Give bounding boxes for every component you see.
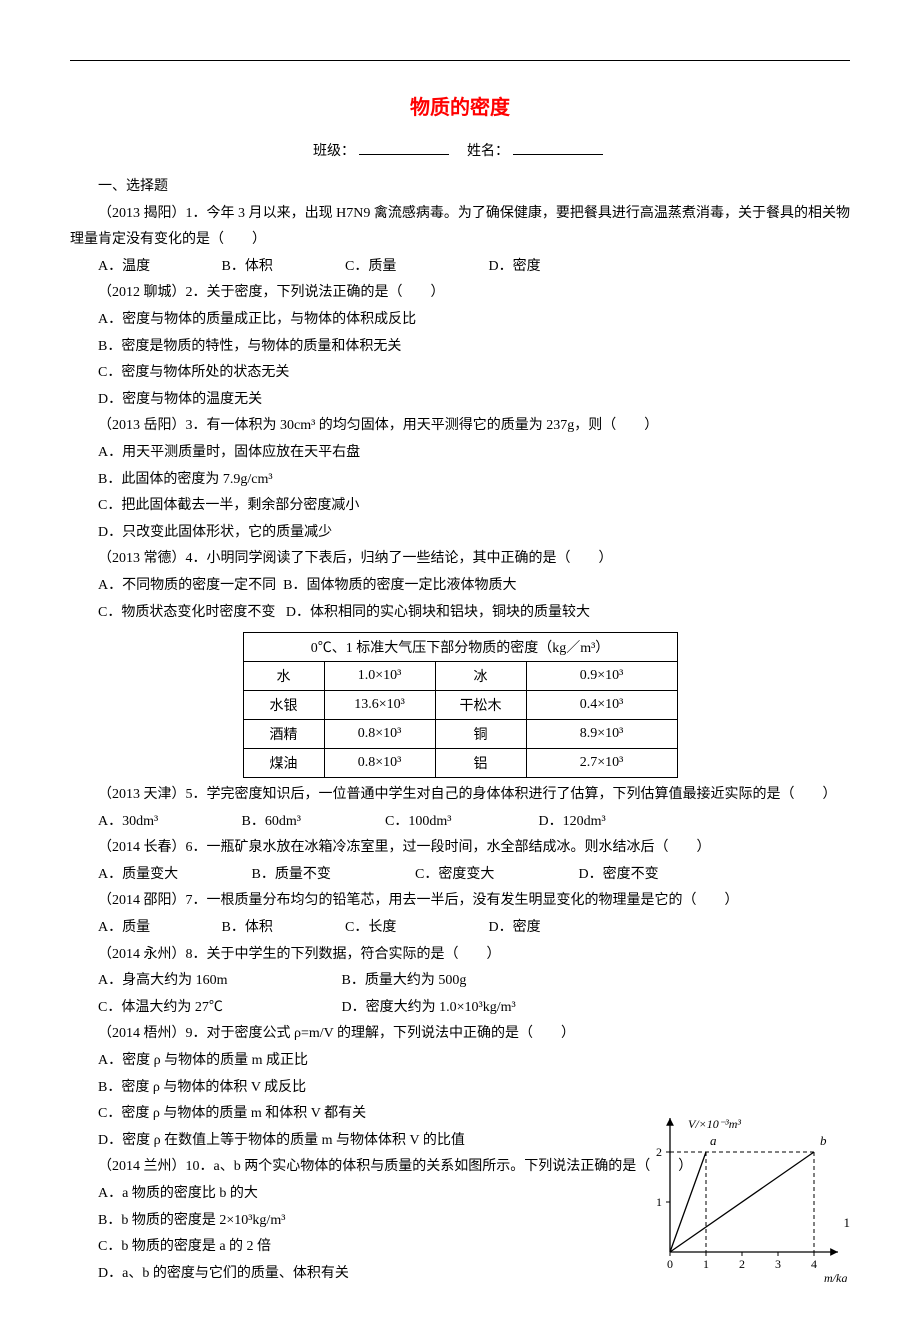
q7-D: D．密度 xyxy=(489,915,541,942)
q8-A: A．身高大约为 160m xyxy=(98,968,338,995)
q8-D: D．密度大约为 1.0×10³kg/m³ xyxy=(342,995,516,1022)
q4-CD: C．物质状态变化时密度不变 D．体积相同的实心铜块和铝块，铜块的质量较大 xyxy=(70,600,850,627)
q2-A: A．密度与物体的质量成正比，与物体的体积成反比 xyxy=(70,307,850,334)
svg-text:b: b xyxy=(820,1133,827,1148)
q7-A: A．质量 xyxy=(98,915,218,942)
top-rule xyxy=(70,60,850,61)
q7-C: C．长度 xyxy=(345,915,485,942)
table-row: 水 1.0×10³ 冰 0.9×10³ xyxy=(243,662,677,691)
q8-AB: A．身高大约为 160m B．质量大约为 500g xyxy=(70,968,850,995)
table-cell: 8.9×10³ xyxy=(526,720,677,749)
table-cell: 0.8×10³ xyxy=(324,749,435,778)
name-row: 班级： 姓名： xyxy=(70,140,850,160)
q1-stem: （2013 揭阳）1．今年 3 月以来，出现 H7N9 禽流感病毒。为了确保健康… xyxy=(70,201,850,254)
q6-B: B．质量不变 xyxy=(252,862,412,889)
q10-chart: 0 1 2 3 4 1 2 a b m/kg V/×10⁻³m³ xyxy=(630,1112,850,1287)
q3-D: D．只改变此固体形状，它的质量减少 xyxy=(70,520,850,547)
svg-text:4: 4 xyxy=(811,1257,817,1271)
svg-text:2: 2 xyxy=(739,1257,745,1271)
density-table: 0℃、1 标准大气压下部分物质的密度（kg／m³） 水 1.0×10³ 冰 0.… xyxy=(243,632,678,778)
q3-A: A．用天平测质量时，固体应放在天平右盘 xyxy=(70,440,850,467)
svg-text:1: 1 xyxy=(656,1195,662,1209)
q5-stem: （2013 天津）5．学完密度知识后，一位普通中学生对自己的身体体积进行了估算，… xyxy=(70,782,850,809)
q4-AB: A．不同物质的密度一定不同 B．固体物质的密度一定比液体物质大 xyxy=(70,573,850,600)
q4-D: D．体积相同的实心铜块和铝块，铜块的质量较大 xyxy=(286,600,590,627)
q3-stem: （2013 岳阳）3．有一体积为 30cm³ 的均匀固体，用天平测得它的质量为 … xyxy=(70,413,850,440)
q9-stem: （2014 梧州）9．对于密度公式 ρ=m/V 的理解，下列说法中正确的是（ ） xyxy=(70,1021,850,1048)
class-blank[interactable] xyxy=(359,154,449,155)
q7-options: A．质量 B．体积 C．长度 D．密度 xyxy=(70,915,850,942)
table-cell: 水 xyxy=(243,662,324,691)
q6-A: A．质量变大 xyxy=(98,862,248,889)
section-heading: 一、选择题 xyxy=(70,174,850,201)
svg-text:3: 3 xyxy=(775,1257,781,1271)
q3-B: B．此固体的密度为 7.9g/cm³ xyxy=(70,467,850,494)
q6-options: A．质量变大 B．质量不变 C．密度变大 D．密度不变 xyxy=(70,862,850,889)
table-row: 酒精 0.8×10³ 铜 8.9×10³ xyxy=(243,720,677,749)
q2-C: C．密度与物体所处的状态无关 xyxy=(70,360,850,387)
q1-A: A．温度 xyxy=(98,254,218,281)
q8-CD: C．体温大约为 27℃ D．密度大约为 1.0×10³kg/m³ xyxy=(70,995,850,1022)
q9-A: A．密度 ρ 与物体的质量 m 成正比 xyxy=(70,1048,850,1075)
q8-stem: （2014 永州）8．关于中学生的下列数据，符合实际的是（ ） xyxy=(70,942,850,969)
table-cell: 干松木 xyxy=(435,691,526,720)
svg-text:m/kg: m/kg xyxy=(824,1271,847,1282)
q3-C: C．把此固体截去一半，剩余部分密度减小 xyxy=(70,493,850,520)
table-row: 煤油 0.8×10³ 铝 2.7×10³ xyxy=(243,749,677,778)
q7-B: B．体积 xyxy=(222,915,342,942)
name-blank[interactable] xyxy=(513,154,603,155)
doc-title: 物质的密度 xyxy=(70,91,850,120)
table-cell: 2.7×10³ xyxy=(526,749,677,778)
svg-text:0: 0 xyxy=(667,1257,673,1271)
table-cell: 冰 xyxy=(435,662,526,691)
q4-B: B．固体物质的密度一定比液体物质大 xyxy=(283,573,516,600)
table-cell: 水银 xyxy=(243,691,324,720)
q2-B: B．密度是物质的特性，与物体的质量和体积无关 xyxy=(70,334,850,361)
q5-options: A．30dm³ B．60dm³ C．100dm³ D．120dm³ xyxy=(70,809,850,836)
table-cell: 0.8×10³ xyxy=(324,720,435,749)
table-caption: 0℃、1 标准大气压下部分物质的密度（kg／m³） xyxy=(243,633,677,662)
q6-D: D．密度不变 xyxy=(579,862,659,889)
table-cell: 铝 xyxy=(435,749,526,778)
q6-stem: （2014 长春）6．一瓶矿泉水放在冰箱冷冻室里，过一段时间，水全部结成冰。则水… xyxy=(70,835,850,862)
q1-C: C．质量 xyxy=(345,254,485,281)
name-label: 姓名： xyxy=(467,144,509,159)
q4-stem: （2013 常德）4．小明同学阅读了下表后，归纳了一些结论，其中正确的是（ ） xyxy=(70,546,850,573)
q5-B: B．60dm³ xyxy=(242,809,382,836)
table-row: 水银 13.6×10³ 干松木 0.4×10³ xyxy=(243,691,677,720)
svg-text:2: 2 xyxy=(656,1145,662,1159)
table-cell: 酒精 xyxy=(243,720,324,749)
q8-B: B．质量大约为 500g xyxy=(342,968,467,995)
table-cell: 铜 xyxy=(435,720,526,749)
svg-text:1: 1 xyxy=(703,1257,709,1271)
table-cell: 0.4×10³ xyxy=(526,691,677,720)
q6-C: C．密度变大 xyxy=(415,862,575,889)
q4-C: C．物质状态变化时密度不变 xyxy=(98,600,275,627)
table-cell: 0.9×10³ xyxy=(526,662,677,691)
q9-B: B．密度 ρ 与物体的体积 V 成反比 xyxy=(70,1075,850,1102)
table-cell: 1.0×10³ xyxy=(324,662,435,691)
table-cell: 13.6×10³ xyxy=(324,691,435,720)
q5-A: A．30dm³ xyxy=(98,809,238,836)
svg-text:V/×10⁻³m³: V/×10⁻³m³ xyxy=(688,1117,741,1131)
q4-A: A．不同物质的密度一定不同 xyxy=(98,573,276,600)
q1-options: A．温度 B．体积 C．质量 D．密度 xyxy=(70,254,850,281)
q5-C: C．100dm³ xyxy=(385,809,535,836)
q8-C: C．体温大约为 27℃ xyxy=(98,995,338,1022)
q2-D: D．密度与物体的温度无关 xyxy=(70,387,850,414)
class-label: 班级： xyxy=(313,144,355,159)
q5-D: D．120dm³ xyxy=(539,809,606,836)
svg-text:a: a xyxy=(710,1133,717,1148)
q1-D: D．密度 xyxy=(489,254,541,281)
q1-B: B．体积 xyxy=(222,254,342,281)
q2-stem: （2012 聊城）2．关于密度，下列说法正确的是（ ） xyxy=(70,280,850,307)
table-cell: 煤油 xyxy=(243,749,324,778)
q7-stem: （2014 邵阳）7．一根质量分布均匀的铅笔芯，用去一半后，没有发生明显变化的物… xyxy=(70,888,850,915)
